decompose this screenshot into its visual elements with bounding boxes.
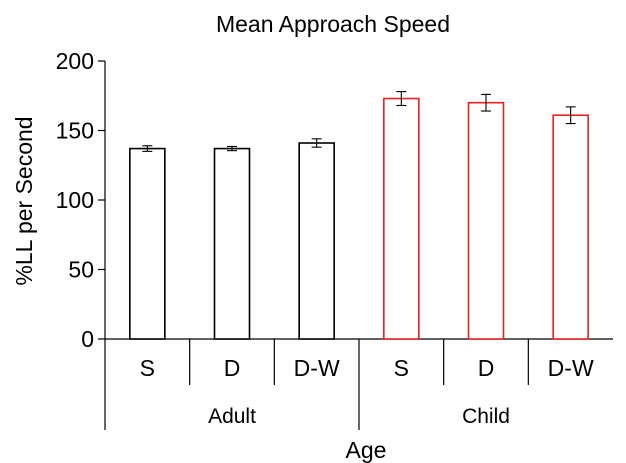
- x-tick-label: D: [224, 355, 241, 381]
- y-axis-ticks: 0 50 100 150 200: [56, 48, 105, 352]
- y-tick-label: 200: [56, 48, 94, 74]
- group-label: Child: [462, 405, 510, 428]
- error-bar: [311, 138, 322, 148]
- x-tick-label: D-W: [294, 355, 340, 381]
- error-bar: [227, 145, 237, 152]
- error-bar: [396, 91, 407, 107]
- bar: [129, 147, 166, 340]
- error-bar: [565, 106, 576, 125]
- error-bar: [481, 93, 491, 112]
- x-axis-labels: S D D-W S D D-W Adult Child: [140, 355, 594, 428]
- x-tick-label: S: [394, 355, 409, 381]
- y-tick-label: 150: [56, 118, 94, 144]
- bar: [298, 142, 335, 340]
- x-tick-label: D: [478, 355, 495, 381]
- x-tick-label: S: [140, 355, 155, 381]
- bar: [552, 114, 589, 340]
- error-bar: [142, 145, 153, 152]
- y-tick-label: 100: [56, 187, 94, 213]
- chart-title: Mean Approach Speed: [216, 11, 450, 37]
- error-bars: [142, 91, 576, 152]
- y-tick-label: 50: [68, 257, 94, 283]
- y-axis-title: %LL per Second: [11, 116, 37, 285]
- group-label: Adult: [208, 405, 256, 428]
- bar: [213, 147, 251, 340]
- x-tick-label: D-W: [548, 355, 594, 381]
- bar: [467, 101, 505, 340]
- bars: [129, 97, 589, 340]
- x-axis-title: Age: [346, 437, 387, 463]
- bar: [383, 97, 420, 340]
- axes: [104, 61, 613, 430]
- y-tick-label: 0: [81, 326, 94, 352]
